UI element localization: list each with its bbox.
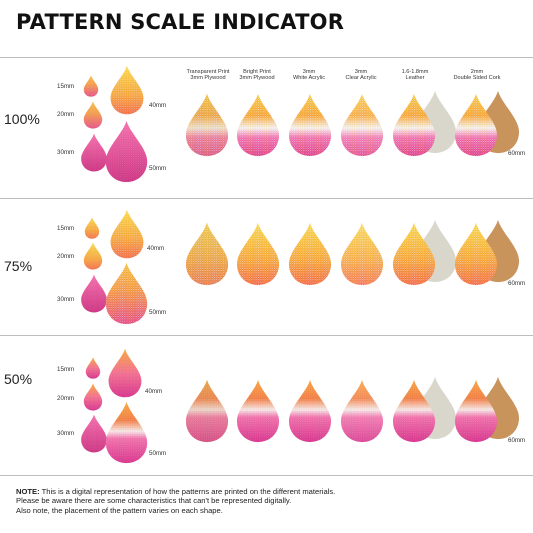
- sample-drop-40mm: [107, 348, 143, 398]
- material-label-leather: 1.6-1.8mm Leather: [401, 69, 429, 82]
- size-label-30mm: 30mm: [57, 149, 75, 156]
- size-label-15mm: 15mm: [57, 83, 75, 90]
- page-title: PATTERN SCALE INDICATOR: [16, 10, 345, 34]
- size-label-60mm: 60mm: [508, 437, 526, 444]
- scale-label-50: 50%: [4, 371, 33, 387]
- material-drop-clear-acrylic: [339, 222, 385, 286]
- material-drop-transparent-plywood: [184, 379, 230, 443]
- material-drop-leather: [391, 222, 437, 286]
- sample-drop-15mm: [84, 217, 100, 239]
- scale-label-75: 75%: [4, 258, 33, 274]
- material-drop-cork: [453, 93, 499, 157]
- sample-drop-40mm: [109, 65, 145, 115]
- material-drop-cork: [453, 379, 499, 443]
- scale-label-100: 100%: [4, 111, 40, 127]
- material-label-cork: 2mm Double Sided Cork: [453, 69, 501, 82]
- size-label-40mm: 40mm: [147, 245, 165, 252]
- material-label-clear-acrylic: 3mm Clear Acrylic: [345, 69, 377, 82]
- size-label-20mm: 20mm: [57, 253, 75, 260]
- size-label-50mm: 50mm: [149, 165, 167, 172]
- material-label-transparent-plywood: Transparent Print 3mm Plywood: [186, 69, 230, 82]
- material-drop-leather: [391, 93, 437, 157]
- material-drop-clear-acrylic: [339, 93, 385, 157]
- material-drop-transparent-plywood: [184, 93, 230, 157]
- material-drop-clear-acrylic: [339, 379, 385, 443]
- material-drop-bright-plywood: [235, 379, 281, 443]
- material-label-white-acrylic: 3mm White Acrylic: [292, 69, 325, 82]
- size-label-20mm: 20mm: [57, 111, 75, 118]
- size-label-15mm: 15mm: [57, 366, 75, 373]
- divider: [0, 198, 533, 199]
- size-label-20mm: 20mm: [57, 395, 75, 402]
- note-label: NOTE:: [16, 487, 40, 496]
- divider: [0, 335, 533, 336]
- sample-drop-50mm: [104, 120, 149, 183]
- size-label-30mm: 30mm: [57, 430, 75, 437]
- sample-drop-50mm: [104, 262, 149, 325]
- sample-drop-15mm: [85, 357, 101, 379]
- material-drop-transparent-plywood: [184, 222, 230, 286]
- divider: [0, 57, 533, 58]
- size-label-40mm: 40mm: [149, 102, 167, 109]
- sample-drop-20mm: [83, 242, 103, 270]
- note-text: NOTE: This is a digital representation o…: [16, 487, 336, 515]
- material-drop-cork: [453, 222, 499, 286]
- size-label-15mm: 15mm: [57, 225, 75, 232]
- sample-drop-15mm: [83, 75, 99, 97]
- material-drop-white-acrylic: [287, 379, 333, 443]
- size-label-60mm: 60mm: [508, 150, 526, 157]
- material-drop-bright-plywood: [235, 93, 281, 157]
- sample-drop-50mm: [104, 401, 149, 464]
- size-label-40mm: 40mm: [145, 388, 163, 395]
- material-drop-white-acrylic: [287, 93, 333, 157]
- size-label-50mm: 50mm: [149, 450, 167, 457]
- sample-drop-40mm: [109, 209, 145, 259]
- size-label-30mm: 30mm: [57, 296, 75, 303]
- divider: [0, 475, 533, 476]
- sample-drop-20mm: [83, 383, 103, 411]
- sample-drop-20mm: [83, 101, 103, 129]
- size-label-50mm: 50mm: [149, 309, 167, 316]
- material-drop-leather: [391, 379, 437, 443]
- size-label-60mm: 60mm: [508, 280, 526, 287]
- material-drop-bright-plywood: [235, 222, 281, 286]
- material-label-bright-plywood: Bright Print 3mm Plywood: [239, 69, 275, 82]
- material-drop-white-acrylic: [287, 222, 333, 286]
